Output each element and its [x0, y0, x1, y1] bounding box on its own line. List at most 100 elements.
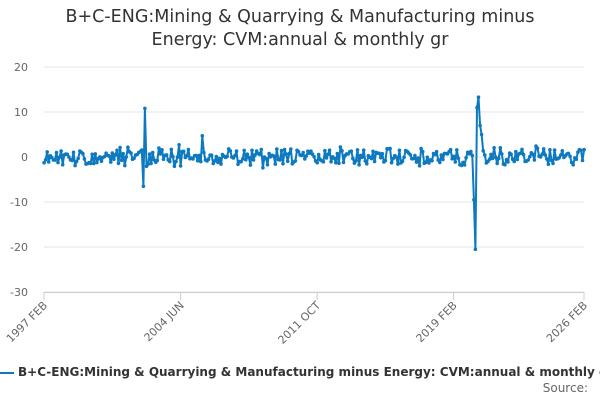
data-point: [113, 152, 118, 157]
data-point: [253, 153, 257, 157]
data-point: [248, 163, 253, 167]
data-point: [489, 152, 493, 157]
data-point: [316, 152, 321, 157]
data-point: [57, 155, 62, 159]
data-point: [377, 151, 382, 156]
data-point: [54, 150, 59, 155]
data-point: [326, 152, 330, 157]
data-point: [65, 152, 70, 157]
legend[interactable]: B+C-ENG:Mining & Quarrying & Manufacturi…: [0, 365, 600, 379]
data-point: [512, 159, 516, 164]
data-point: [411, 156, 416, 161]
data-point: [456, 156, 461, 161]
data-point: [538, 155, 543, 159]
data-point: [219, 162, 223, 166]
data-point: [528, 154, 532, 159]
data-point: [520, 147, 524, 152]
data-point: [514, 149, 518, 154]
data-point: [340, 149, 344, 153]
data-point: [483, 153, 487, 157]
data-point: [242, 148, 246, 153]
data-point: [383, 158, 388, 163]
data-point: [118, 145, 122, 150]
data-point: [244, 157, 248, 162]
y-tick-label: -10: [10, 196, 28, 209]
data-point: [43, 158, 48, 162]
data-point: [250, 148, 254, 153]
data-point: [391, 156, 396, 161]
data-point: [213, 159, 217, 163]
data-point: [195, 159, 200, 163]
data-point: [146, 162, 150, 167]
data-point: [46, 160, 51, 164]
data-point: [225, 154, 229, 159]
data-point: [540, 152, 544, 156]
data-point: [461, 160, 465, 165]
data-point: [487, 157, 492, 162]
data-point: [361, 148, 366, 152]
data-point: [574, 157, 579, 161]
data-point: [216, 160, 220, 165]
x-tick-label: 2019 FEB: [414, 299, 460, 345]
data-point: [194, 153, 198, 158]
data-point: [324, 156, 329, 160]
data-point: [296, 149, 301, 154]
data-point: [299, 153, 304, 158]
data-point: [211, 161, 215, 166]
data-point: [459, 163, 464, 168]
data-point: [500, 152, 504, 156]
data-point: [470, 153, 475, 158]
data-point: [267, 151, 271, 156]
data-point: [60, 162, 65, 167]
data-point: [526, 158, 530, 162]
data-point: [420, 149, 425, 154]
data-point: [332, 156, 337, 160]
data-point: [90, 152, 94, 157]
data-point: [355, 148, 360, 152]
data-point: [42, 160, 46, 165]
data-point: [413, 153, 417, 158]
data-point: [425, 155, 430, 160]
data-point: [217, 156, 222, 161]
data-point: [438, 160, 442, 165]
data-point: [453, 160, 458, 164]
data-point: [155, 158, 160, 163]
data-point: [169, 147, 174, 152]
data-point: [394, 155, 399, 159]
data-point: [548, 148, 552, 152]
data-point: [150, 150, 155, 155]
data-point: [582, 147, 586, 152]
chart-title: B+C-ENG:Mining & Quarrying & Manufacturi…: [0, 6, 600, 52]
data-point: [206, 157, 211, 161]
data-point: [546, 162, 551, 166]
data-point: [303, 157, 307, 161]
data-point: [140, 148, 144, 152]
data-point: [304, 154, 309, 158]
x-tick-label: 2004 JUN: [142, 299, 187, 344]
data-point: [552, 148, 557, 152]
data-point: [506, 160, 510, 164]
data-point: [354, 159, 358, 163]
data-point: [402, 155, 406, 160]
data-point: [321, 160, 326, 164]
data-point: [278, 158, 282, 162]
data-point: [335, 151, 340, 156]
data-point: [481, 149, 486, 153]
data-point: [126, 145, 130, 149]
data-point: [541, 147, 546, 151]
data-point: [557, 156, 561, 160]
data-point: [357, 163, 361, 167]
data-point: [251, 158, 256, 162]
data-point: [157, 146, 161, 150]
data-point: [82, 157, 87, 161]
data-point: [95, 160, 99, 165]
data-point: [490, 156, 495, 161]
data-point: [379, 155, 383, 160]
data-point: [70, 158, 74, 163]
legend-swatch: [0, 371, 14, 374]
data-point: [424, 160, 428, 165]
data-point: [479, 132, 484, 137]
data-point: [396, 162, 400, 166]
data-point: [478, 123, 482, 128]
